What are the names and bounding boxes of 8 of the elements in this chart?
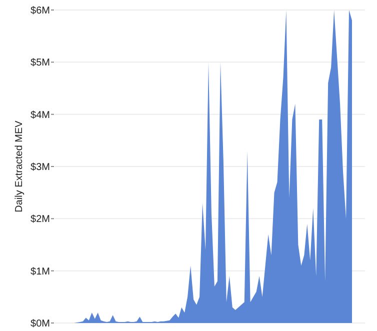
y-axis-title: Daily Extracted MEV xyxy=(14,120,25,212)
y-tick-label: $5M xyxy=(30,58,50,69)
y-tick-label: $0M xyxy=(30,318,50,330)
y-tick-label: $1M xyxy=(30,266,50,278)
y-tick-label: $4M xyxy=(30,110,50,121)
y-tick-label: $6M xyxy=(30,6,50,16)
y-tick-label: $3M xyxy=(30,162,50,173)
y-tick-label: $2M xyxy=(30,214,50,226)
